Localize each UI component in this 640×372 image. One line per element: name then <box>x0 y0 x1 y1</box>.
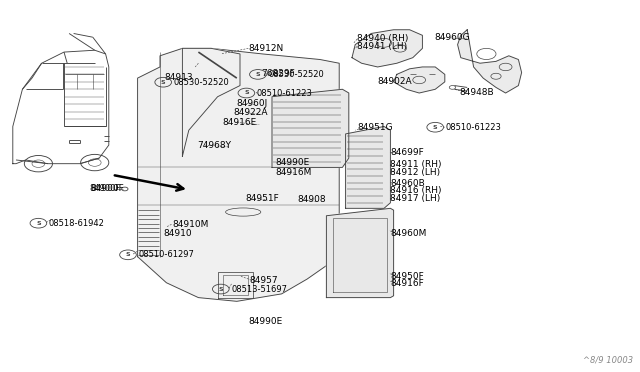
Text: 08510-61223: 08510-61223 <box>257 89 312 97</box>
Text: 84948B: 84948B <box>460 88 494 97</box>
Text: 84960B: 84960B <box>390 179 425 188</box>
Text: 84951G: 84951G <box>357 123 393 132</box>
Text: 84960M: 84960M <box>390 229 427 238</box>
Text: 08510-61297: 08510-61297 <box>138 250 194 259</box>
Text: 84940 (RH): 84940 (RH) <box>357 34 408 43</box>
Text: 84699F: 84699F <box>390 148 424 157</box>
Polygon shape <box>352 30 422 67</box>
Text: 84913: 84913 <box>164 73 193 81</box>
Text: 84957: 84957 <box>250 276 278 285</box>
Text: 84916F: 84916F <box>390 279 424 288</box>
Text: 74968Y: 74968Y <box>197 141 231 150</box>
Text: 84922A: 84922A <box>234 108 268 117</box>
Polygon shape <box>458 30 522 93</box>
Text: 08530-52520: 08530-52520 <box>268 70 324 79</box>
Polygon shape <box>138 48 339 301</box>
Polygon shape <box>272 89 349 167</box>
Text: 84910M: 84910M <box>173 220 209 229</box>
Text: S: S <box>36 221 41 226</box>
Text: 84941 (LH): 84941 (LH) <box>357 42 407 51</box>
Text: 84900F: 84900F <box>90 185 124 193</box>
Text: 84900F: 84900F <box>90 185 121 193</box>
Text: 84908: 84908 <box>298 195 326 204</box>
Text: S: S <box>244 90 249 96</box>
Text: 08510-61223: 08510-61223 <box>445 123 501 132</box>
Text: 84902A: 84902A <box>378 77 412 86</box>
Text: S: S <box>218 286 223 292</box>
Polygon shape <box>394 67 445 93</box>
Text: 84916M: 84916M <box>275 168 312 177</box>
Text: 84910: 84910 <box>163 229 192 238</box>
Text: 84912N: 84912N <box>248 44 284 53</box>
Text: 08530-52520: 08530-52520 <box>173 78 229 87</box>
Text: 84912 (LH): 84912 (LH) <box>390 168 440 177</box>
Text: 08513-51697: 08513-51697 <box>231 285 287 294</box>
Text: 84916E: 84916E <box>223 118 257 127</box>
Text: S: S <box>125 252 131 257</box>
Text: ^8/9 10003: ^8/9 10003 <box>584 356 634 365</box>
Polygon shape <box>326 208 394 298</box>
Text: 84911 (RH): 84911 (RH) <box>390 160 442 169</box>
Text: 84917 (LH): 84917 (LH) <box>390 194 441 203</box>
Text: 08518-61942: 08518-61942 <box>49 219 104 228</box>
Polygon shape <box>182 48 240 156</box>
Text: S: S <box>433 125 438 130</box>
Polygon shape <box>346 126 390 208</box>
Text: 84950F: 84950F <box>390 272 424 281</box>
Text: 84960G: 84960G <box>434 33 470 42</box>
Text: 84951F: 84951F <box>245 194 279 203</box>
Text: 76829F: 76829F <box>261 69 295 78</box>
Text: 84990E: 84990E <box>275 158 310 167</box>
Text: S: S <box>255 72 260 77</box>
Text: 84916 (RH): 84916 (RH) <box>390 186 442 195</box>
Text: 84960J: 84960J <box>237 99 268 108</box>
Text: 84990E: 84990E <box>248 317 283 326</box>
Text: S: S <box>161 80 166 85</box>
